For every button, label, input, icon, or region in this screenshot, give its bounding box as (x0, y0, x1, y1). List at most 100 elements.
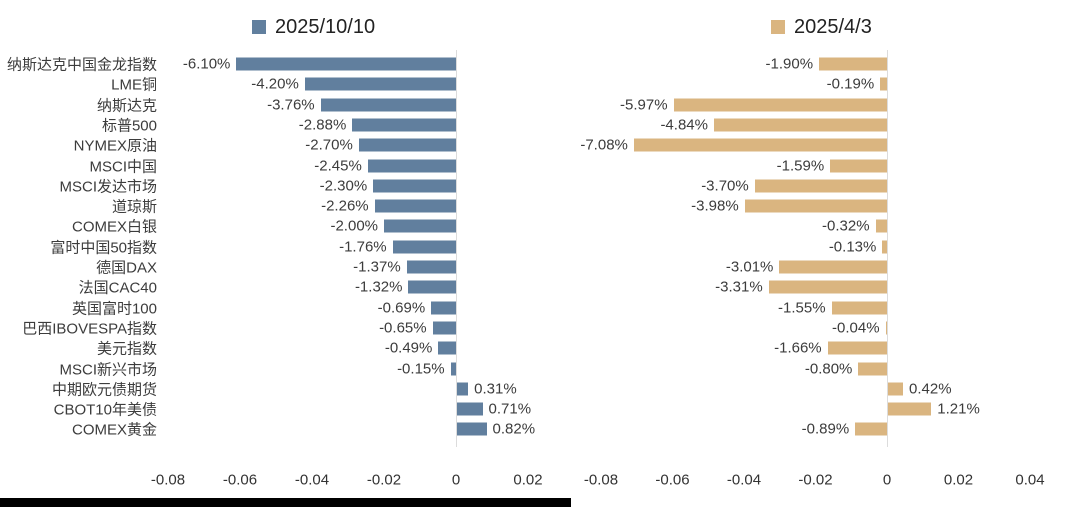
value-label: -5.97% (620, 96, 668, 114)
bottom-border-bar (0, 498, 571, 507)
x-axis-tick-label: -0.02 (366, 471, 402, 489)
category-label: CBOT10年美债 (53, 401, 157, 419)
legend-swatch-blue-icon (252, 20, 266, 34)
category-label: 道琼斯 (111, 198, 157, 216)
value-label: -3.70% (701, 177, 749, 195)
zero-gridline (887, 50, 888, 447)
bar (304, 77, 456, 91)
value-label: -1.90% (765, 55, 814, 73)
value-label: -1.59% (776, 157, 825, 174)
bar (320, 98, 456, 112)
bar (875, 219, 887, 233)
value-label: -0.15% (397, 360, 445, 377)
legend-label-series1: 2025/10/10 (275, 16, 376, 38)
bar (754, 179, 887, 193)
legend-label-series2: 2025/4/3 (794, 16, 872, 38)
x-axis-tick-label: -0.06 (222, 471, 258, 489)
category-label: 标普500 (101, 117, 157, 135)
category-label: MSCI发达市场 (59, 178, 157, 196)
category-label: 中期欧元债期货 (51, 381, 157, 399)
x-axis-tick-label: 0.04 (1015, 471, 1045, 489)
value-label: -2.26% (321, 197, 369, 215)
x-axis-tick-label: -0.08 (583, 471, 619, 489)
value-label: -2.45% (314, 157, 362, 174)
legend-series2: 2025/4/3 (771, 17, 872, 37)
bar (858, 362, 887, 375)
bar (457, 402, 483, 416)
category-label: COMEX黄金 (71, 421, 157, 439)
x-axis-tick-label: -0.06 (655, 471, 690, 489)
category-label: MSCI中国 (89, 158, 157, 175)
category-label: 德国DAX (96, 259, 157, 277)
x-axis-tick-label: 0 (451, 471, 461, 489)
value-label: -1.32% (354, 278, 403, 296)
bar (744, 199, 887, 213)
value-label: -3.76% (267, 96, 315, 114)
value-label: -0.19% (826, 75, 875, 93)
category-label: 富时中国50指数 (50, 239, 157, 257)
value-label: -4.20% (251, 75, 299, 93)
value-label: -2.70% (305, 136, 353, 154)
bar (673, 98, 887, 112)
bar (408, 280, 456, 294)
value-label: -0.13% (828, 238, 877, 256)
bar (830, 159, 887, 172)
category-label: NYMEX原油 (73, 137, 157, 155)
bar (713, 118, 887, 132)
value-label: -1.66% (774, 339, 822, 357)
bar (392, 240, 456, 254)
category-label: 巴西IBOVESPA指数 (22, 320, 157, 338)
category-label: 美元指数 (96, 340, 157, 358)
bar (236, 57, 456, 71)
value-label: -1.37% (353, 258, 401, 276)
bar (374, 199, 456, 213)
bar (373, 179, 456, 193)
value-label: -3.98% (691, 197, 739, 215)
bar (768, 280, 887, 294)
category-label: 纳斯达克中国金龙指数 (6, 56, 157, 74)
value-label: 1.21% (937, 400, 980, 418)
value-label: -4.84% (660, 116, 708, 134)
legend-series1: 2025/10/10 (252, 17, 375, 37)
value-label: -0.49% (384, 339, 433, 357)
x-axis-tick-label: -0.04 (294, 471, 330, 489)
bar (779, 260, 887, 274)
bar (633, 138, 887, 152)
category-label: MSCI新兴市场 (59, 361, 157, 378)
category-label: 英国富时100 (71, 300, 157, 318)
bar (431, 301, 456, 315)
value-label: -3.31% (715, 278, 763, 296)
category-label: 纳斯达克 (96, 97, 157, 115)
bar (358, 138, 456, 152)
bar (352, 118, 456, 132)
value-label: 0.71% (488, 400, 532, 418)
bar (827, 341, 887, 355)
value-label: -7.08% (580, 136, 628, 154)
value-label: -3.01% (725, 258, 774, 276)
bar (438, 341, 456, 355)
bar (880, 77, 887, 91)
bar (885, 321, 887, 335)
value-label: -0.32% (822, 217, 870, 235)
bar (450, 362, 456, 375)
value-label: -2.00% (330, 217, 378, 235)
x-axis-tick-label: 0.02 (513, 471, 543, 489)
bar (831, 301, 887, 315)
bar (819, 57, 887, 71)
value-label: -1.55% (778, 299, 826, 317)
bar (457, 422, 487, 436)
bar (367, 159, 456, 172)
value-label: -0.04% (832, 319, 880, 337)
value-label: -0.65% (379, 319, 427, 337)
x-axis-tick-label: 0.02 (943, 471, 974, 489)
value-label: 0.82% (492, 420, 536, 438)
value-label: -0.69% (377, 299, 426, 317)
zero-gridline (456, 50, 457, 447)
bar (855, 422, 887, 436)
value-label: -2.88% (298, 116, 347, 134)
x-axis-tick-label: -0.02 (798, 471, 833, 489)
category-label: 法国CAC40 (78, 279, 157, 297)
value-label: 0.31% (474, 380, 517, 398)
value-label: -0.89% (801, 420, 850, 438)
